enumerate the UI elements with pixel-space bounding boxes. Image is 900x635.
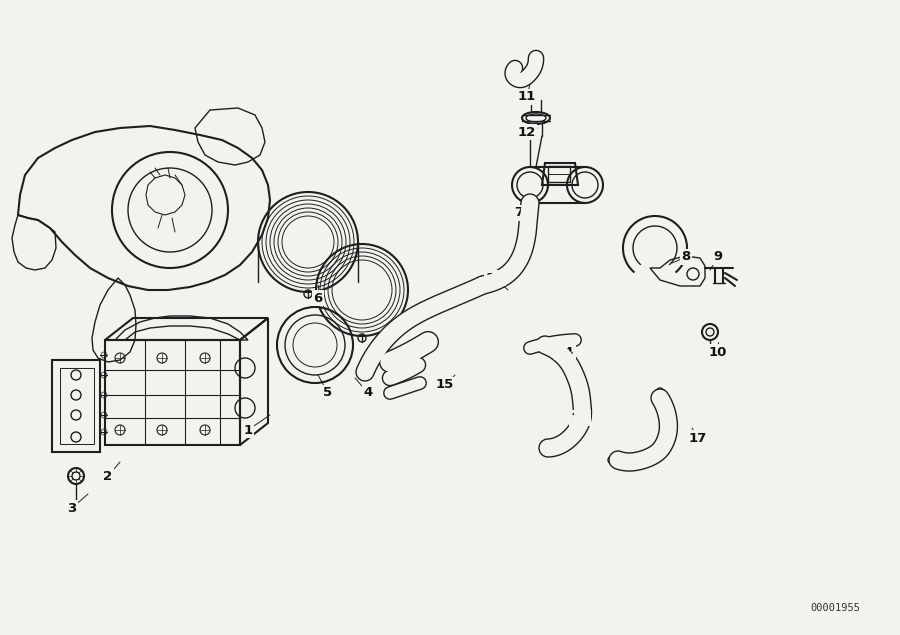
Text: 13: 13	[486, 272, 504, 284]
Text: 8: 8	[681, 250, 690, 264]
Text: 4: 4	[364, 387, 373, 399]
Text: 17: 17	[688, 432, 707, 444]
Bar	[548, 166, 570, 182]
Text: 1: 1	[243, 424, 253, 436]
Text: 11: 11	[518, 91, 536, 104]
Text: 7: 7	[515, 206, 524, 220]
Text: 5: 5	[323, 387, 333, 399]
Text: 2: 2	[104, 469, 112, 483]
Text: 12: 12	[518, 126, 536, 138]
Text: 14: 14	[556, 345, 574, 359]
Text: 16: 16	[571, 411, 590, 425]
Text: 9: 9	[714, 250, 723, 264]
Text: 00001955: 00001955	[810, 603, 860, 613]
Text: 3: 3	[68, 502, 76, 514]
Text: 10: 10	[709, 345, 727, 359]
Text: 15: 15	[436, 378, 454, 392]
Text: 6: 6	[313, 291, 322, 305]
